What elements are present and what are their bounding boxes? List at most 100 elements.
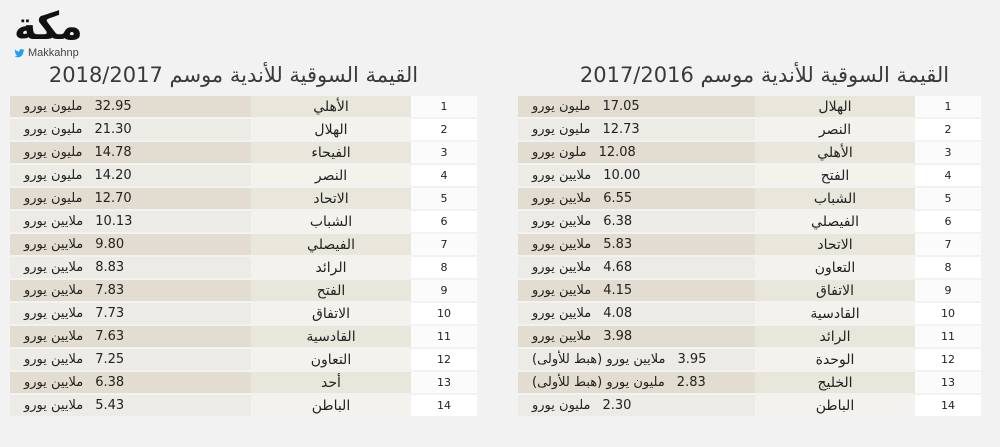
market-value: 4.68 ملايين يورو (532, 260, 632, 275)
value-unit: ملايين يورو (24, 352, 84, 367)
rank-cell: 5 (411, 188, 477, 209)
table-row: 8 الرائد 8.83 ملايين يورو (10, 257, 477, 278)
market-value-cell: 4.15 ملايين يورو (518, 280, 755, 301)
value-unit: ملايين يورو (هبط للأولى) (532, 352, 666, 367)
market-value: 3.95 ملايين يورو (هبط للأولى) (532, 352, 706, 367)
table-row: 5 الشباب 6.55 ملايين يورو (518, 188, 981, 209)
market-value: 32.95 مليون يورو (24, 99, 132, 114)
table-row: 6 الشباب 10.13 ملايين يورو (10, 211, 477, 232)
value-number: 5.83 (603, 237, 633, 252)
market-value-cell: 2.83 مليون يورو (هبط للأولى) (518, 372, 755, 393)
market-value: 9.80 ملايين يورو (24, 237, 124, 252)
market-value: 12.70 مليون يورو (24, 191, 132, 206)
value-unit: مليون يورو (هبط للأولى) (532, 375, 665, 390)
market-value-cell: 5.83 ملايين يورو (518, 234, 755, 255)
value-number: 14.78 (94, 145, 132, 160)
value-unit: مليون يورو (24, 145, 83, 160)
table-row: 6 الفيصلي 6.38 ملايين يورو (518, 211, 981, 232)
market-value: 7.73 ملايين يورو (24, 306, 124, 321)
table-row: 8 التعاون 4.68 ملايين يورو (518, 257, 981, 278)
market-value: 4.08 ملايين يورو (532, 306, 632, 321)
club-name-cell: الشباب (755, 188, 915, 209)
table-row: 2 النصر 12.73 مليون يورو (518, 119, 981, 140)
market-value-cell: 7.83 ملايين يورو (10, 280, 251, 301)
club-name-cell: الفتح (755, 165, 915, 186)
value-unit: مليون يورو (532, 398, 591, 413)
value-unit: ملون يورو (532, 145, 587, 160)
club-name-cell: الفتح (251, 280, 411, 301)
club-name-cell: الاتحاد (755, 234, 915, 255)
club-name-cell: الأهلي (251, 96, 411, 117)
value-number: 4.15 (603, 283, 633, 298)
rank-cell: 10 (915, 303, 981, 324)
market-value-cell: 2.30 مليون يورو (518, 395, 755, 416)
club-name-cell: الرائد (251, 257, 411, 278)
logo-wordmark: مكة (14, 4, 84, 48)
club-name-cell: الاتفاق (251, 303, 411, 324)
club-name-cell: الفيصلي (755, 211, 915, 232)
value-unit: ملايين يورو (532, 191, 592, 206)
value-unit: ملايين يورو (532, 168, 592, 183)
rank-cell: 9 (915, 280, 981, 301)
value-number: 7.25 (95, 352, 125, 367)
value-unit: ملايين يورو (532, 306, 592, 321)
table-row: 13 أحد 6.38 ملايين يورو (10, 372, 477, 393)
value-unit: ملايين يورو (24, 260, 84, 275)
market-value: 5.43 ملايين يورو (24, 398, 124, 413)
rank-cell: 3 (915, 142, 981, 163)
market-value-cell: 4.68 ملايين يورو (518, 257, 755, 278)
table-row: 7 الفيصلي 9.80 ملايين يورو (10, 234, 477, 255)
rank-cell: 13 (915, 372, 981, 393)
twitter-handle: Makkahnp (14, 47, 124, 59)
table-row: 4 النصر 14.20 مليون يورو (10, 165, 477, 186)
value-number: 14.20 (94, 168, 132, 183)
value-number: 17.05 (602, 99, 640, 114)
market-value: 8.83 ملايين يورو (24, 260, 124, 275)
value-number: 7.63 (95, 329, 125, 344)
value-number: 12.70 (94, 191, 132, 206)
value-number: 6.55 (603, 191, 633, 206)
market-value: 17.05 مليون يورو (532, 99, 640, 114)
rank-cell: 6 (411, 211, 477, 232)
value-unit: ملايين يورو (532, 283, 592, 298)
value-unit: ملايين يورو (532, 237, 592, 252)
club-name-cell: الوحدة (755, 349, 915, 370)
club-name-cell: الفيحاء (251, 142, 411, 163)
rank-cell: 5 (915, 188, 981, 209)
rank-cell: 2 (915, 119, 981, 140)
rank-cell: 14 (915, 395, 981, 416)
rank-cell: 2 (411, 119, 477, 140)
value-unit: مليون يورو (532, 122, 591, 137)
value-unit: ملايين يورو (532, 214, 592, 229)
club-name-cell: النصر (251, 165, 411, 186)
table-title: القيمة السوقية للأندية موسم 2018/2017 (48, 63, 419, 87)
value-number: 5.43 (95, 398, 125, 413)
value-number: 10.13 (95, 214, 133, 229)
rank-cell: 12 (915, 349, 981, 370)
market-value: 2.30 مليون يورو (532, 398, 631, 413)
market-value: 6.38 ملايين يورو (532, 214, 632, 229)
twitter-bird-icon (14, 48, 25, 57)
market-value-cell: 17.05 مليون يورو (518, 96, 755, 117)
club-name-cell: الرائد (755, 326, 915, 347)
value-number: 12.08 (598, 145, 636, 160)
value-unit: ملايين يورو (24, 329, 84, 344)
value-unit: مليون يورو (24, 191, 83, 206)
table-row: 14 الباطن 2.30 مليون يورو (518, 395, 981, 416)
value-number: 32.95 (94, 99, 132, 114)
table-row: 3 الفيحاء 14.78 مليون يورو (10, 142, 477, 163)
club-name-cell: الهلال (755, 96, 915, 117)
rank-cell: 12 (411, 349, 477, 370)
value-unit: مليون يورو (24, 168, 83, 183)
club-name-cell: الباطن (755, 395, 915, 416)
club-name-cell: القادسية (755, 303, 915, 324)
club-name-cell: أحد (251, 372, 411, 393)
market-value-cell: 7.25 ملايين يورو (10, 349, 251, 370)
value-number: 10.00 (603, 168, 641, 183)
market-value-cell: 7.73 ملايين يورو (10, 303, 251, 324)
value-number: 4.68 (603, 260, 633, 275)
club-name-cell: الفيصلي (251, 234, 411, 255)
club-name-cell: الهلال (251, 119, 411, 140)
value-number: 2.30 (602, 398, 632, 413)
club-name-cell: الاتفاق (755, 280, 915, 301)
